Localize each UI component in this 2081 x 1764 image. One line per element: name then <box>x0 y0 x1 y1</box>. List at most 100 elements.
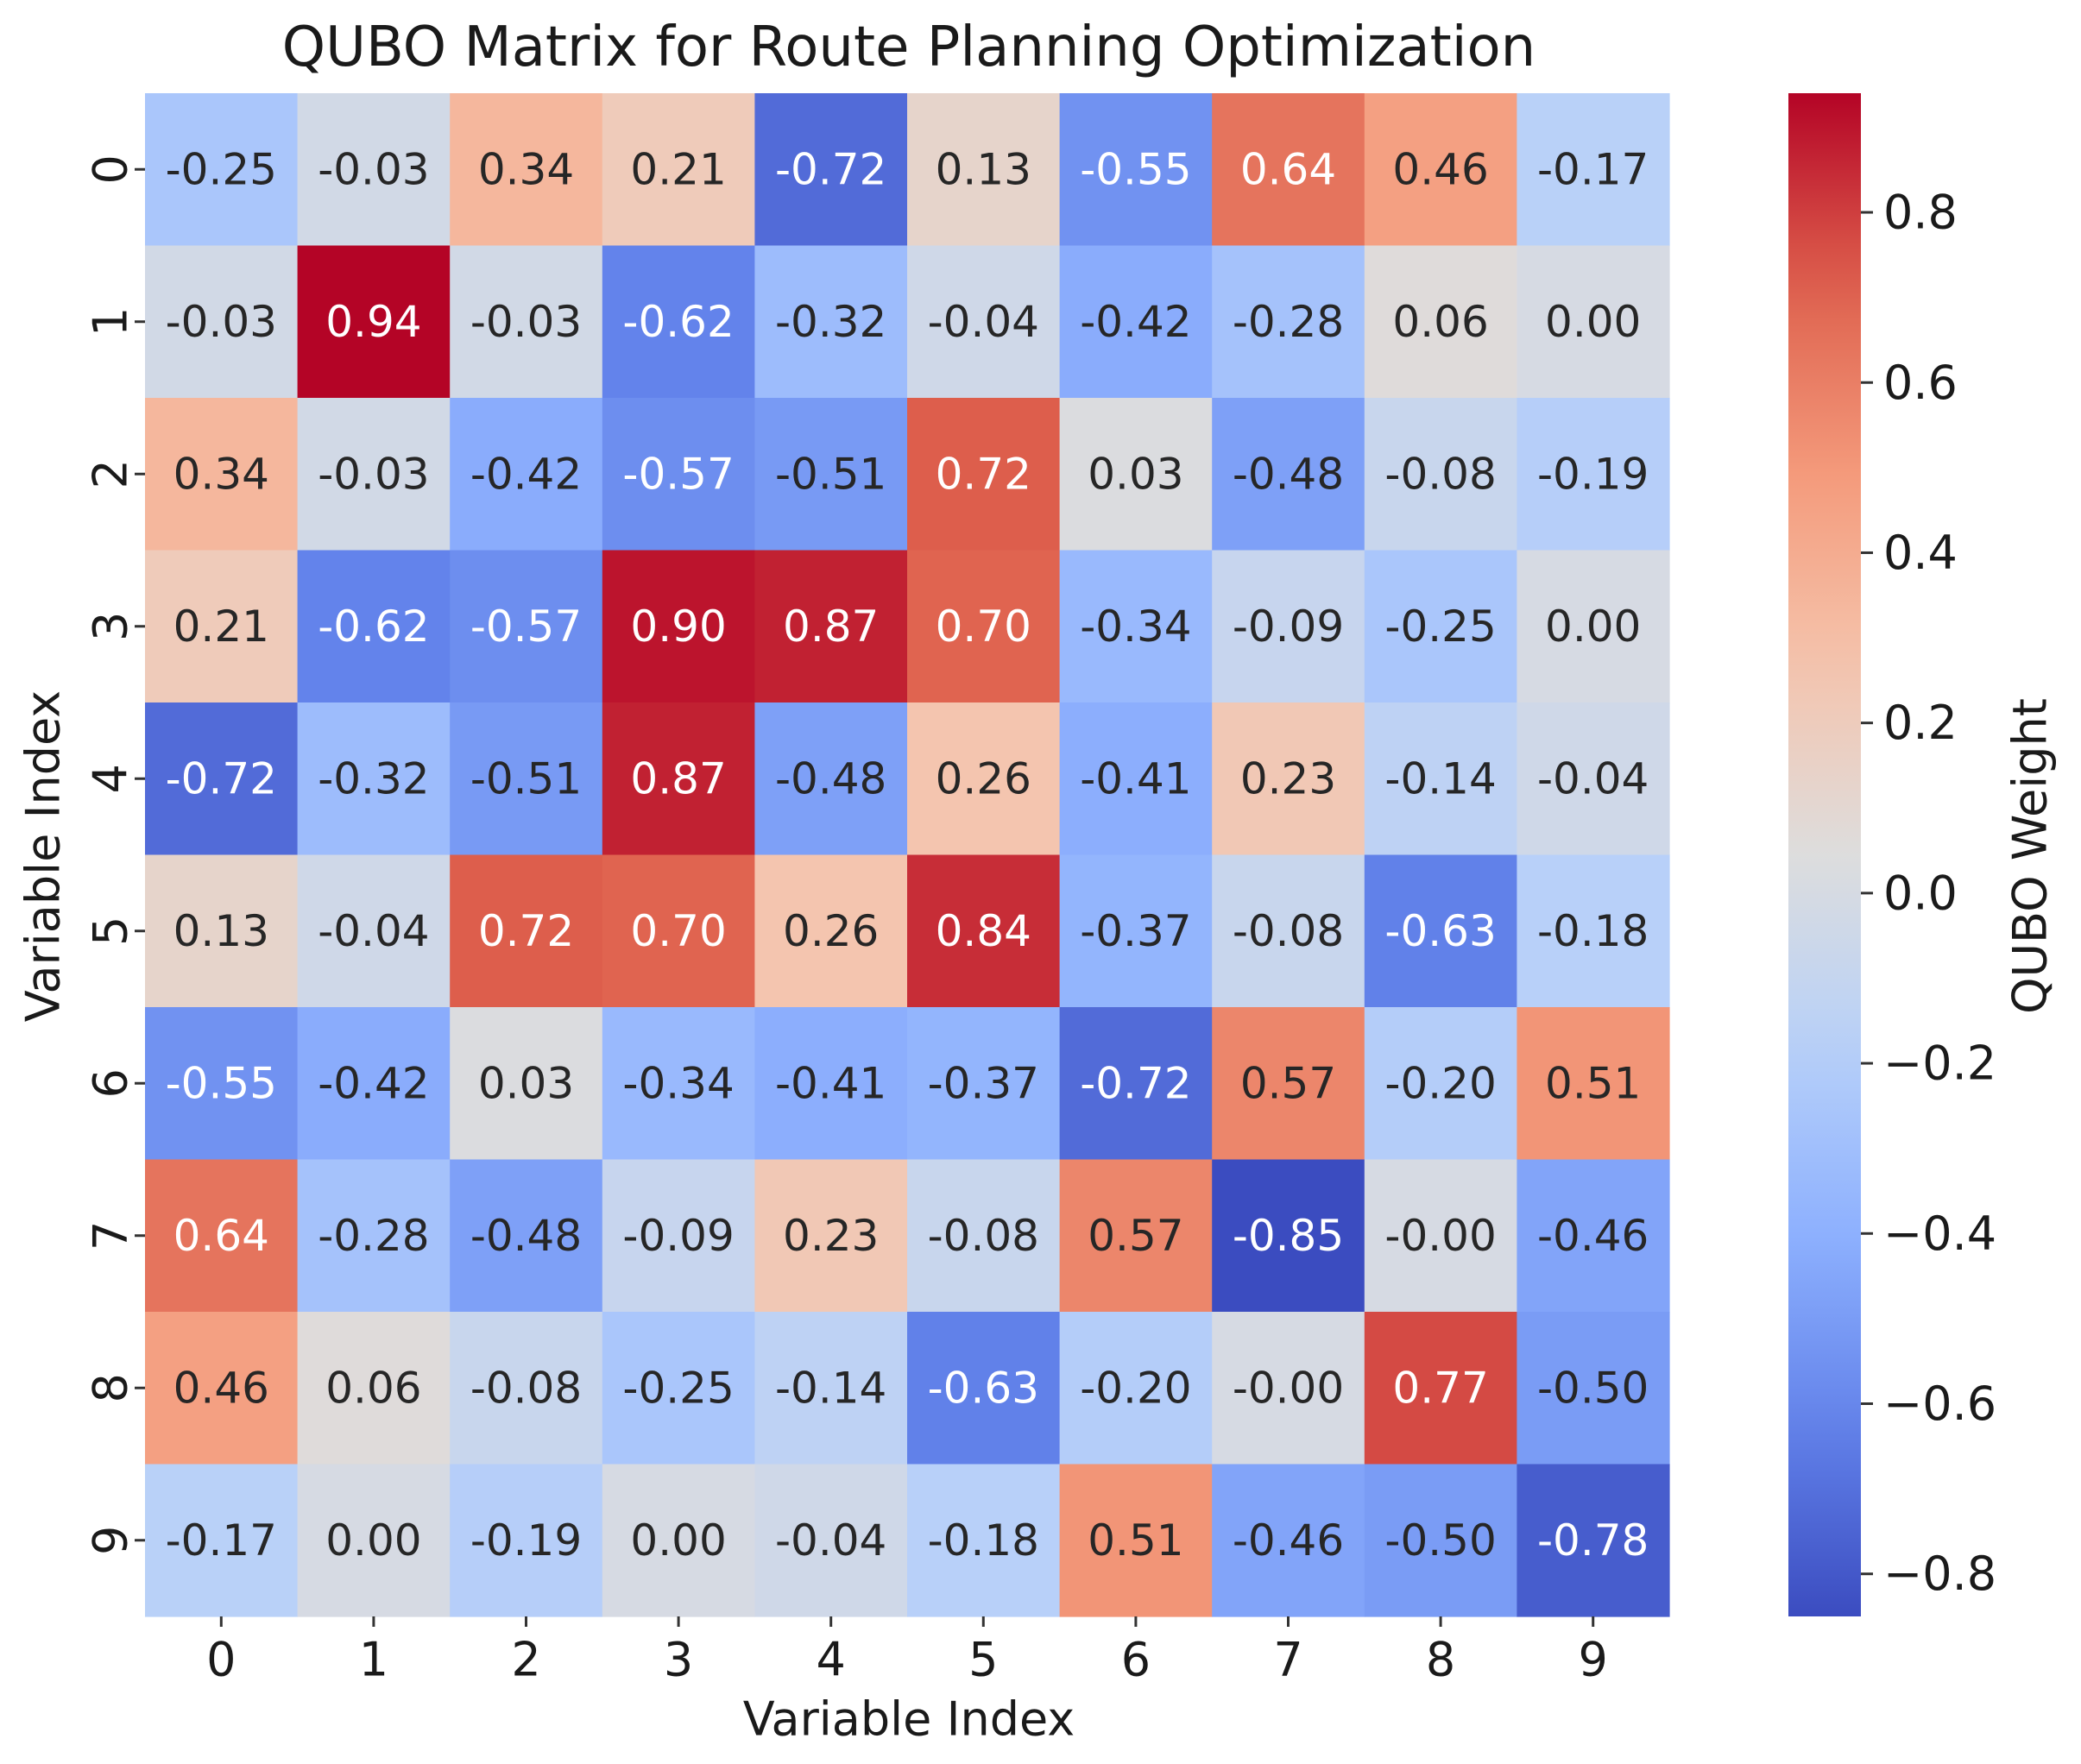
x-axis-ticks: 0 1 2 3 4 5 6 7 8 9 <box>206 1616 1608 1687</box>
heatmap-cell-r3-c9 <box>1517 550 1670 703</box>
heatmap-cell-r9-c2 <box>450 1464 603 1617</box>
heatmap-cell-r0-c7 <box>1212 93 1365 247</box>
cell-label-r6-c0: -0.55 <box>166 1058 277 1108</box>
cell-label-r6-c9: 0.51 <box>1545 1058 1641 1108</box>
heatmap-cell-r1-c7 <box>1212 245 1365 399</box>
cell-label-r7-c0: 0.64 <box>173 1211 269 1261</box>
colorbar-tick-label-3: 0.2 <box>1883 696 1958 750</box>
heatmap-cell-r9-c7 <box>1212 1464 1365 1617</box>
chart-title: QUBO Matrix for Route Planning Optimizat… <box>282 16 1536 79</box>
heatmap-cell-r0-c5 <box>907 93 1061 247</box>
cell-label-r7-c9: -0.46 <box>1537 1211 1649 1261</box>
cell-label-r4-c5: 0.26 <box>936 753 1031 803</box>
cell-label-r2-c3: -0.57 <box>622 449 734 499</box>
heatmap-cell-r6-c3 <box>602 1007 755 1161</box>
cell-label-r1-c5: -0.04 <box>928 297 1039 347</box>
heatmap-cell-r2-c6 <box>1059 398 1213 551</box>
cell-label-r3-c4: 0.87 <box>783 602 879 652</box>
heatmap-cell-r6-c0 <box>145 1007 299 1161</box>
colorbar-ticks: 0.8 0.6 0.4 0.2 0.0 −0.2 −0.4 −0.6 −0.8 <box>1861 186 1996 1601</box>
cell-label-r5-c2: 0.72 <box>478 906 574 956</box>
cell-label-r2-c6: 0.03 <box>1088 449 1183 499</box>
heatmap-cell-r9-c3 <box>602 1464 755 1617</box>
cell-label-r2-c7: -0.48 <box>1233 449 1344 499</box>
heatmap-cell-r2-c3 <box>602 398 755 551</box>
cell-label-r1-c0: -0.03 <box>166 297 277 347</box>
y-tick-label-7: 7 <box>84 1221 138 1251</box>
heatmap-cell-r5-c4 <box>754 854 908 1008</box>
cell-label-r9-c6: 0.51 <box>1088 1515 1183 1566</box>
heatmap-cell-r3-c5 <box>907 550 1061 703</box>
cell-label-r0-c7: 0.64 <box>1240 144 1336 194</box>
cell-label-r5-c4: 0.26 <box>783 906 879 956</box>
heatmap-cell-r7-c5 <box>907 1159 1061 1313</box>
cell-label-r1-c9: 0.00 <box>1545 297 1641 347</box>
heatmap-cell-r3-c1 <box>297 550 451 703</box>
heatmap-cell-r8-c1 <box>297 1312 451 1465</box>
heatmap-cell-r8-c0 <box>145 1312 299 1465</box>
heatmap-cell-r8-c6 <box>1059 1312 1213 1465</box>
y-tick-label-3: 3 <box>84 612 138 641</box>
cell-label-r3-c8: -0.25 <box>1384 602 1496 652</box>
cell-label-r1-c2: -0.03 <box>470 297 582 347</box>
cell-label-r3-c0: 0.21 <box>173 602 269 652</box>
cell-label-r0-c8: 0.46 <box>1392 144 1488 194</box>
heatmap-cell-r0-c2 <box>450 93 603 247</box>
cell-label-r0-c4: -0.72 <box>775 144 886 194</box>
heatmap-cell-r9-c4 <box>754 1464 908 1617</box>
heatmap-cell-r9-c5 <box>907 1464 1061 1617</box>
cell-label-r3-c7: -0.09 <box>1233 602 1344 652</box>
heatmap-cell-r3-c2 <box>450 550 603 703</box>
cell-label-r1-c8: 0.06 <box>1392 297 1488 347</box>
cell-label-r4-c7: 0.23 <box>1240 753 1336 803</box>
cell-label-r4-c9: -0.04 <box>1537 753 1649 803</box>
cell-label-r6-c6: -0.72 <box>1080 1058 1191 1108</box>
y-axis-title: Variable Index <box>16 690 71 1022</box>
y-tick-label-9: 9 <box>84 1526 138 1555</box>
colorbar-tick-label-8: −0.8 <box>1883 1547 1996 1601</box>
heatmap-cell-r8-c4 <box>754 1312 908 1465</box>
heatmap-cell-r6-c1 <box>297 1007 451 1161</box>
heatmap-cell-r0-c8 <box>1364 93 1517 247</box>
heatmap-cell-r7-c3 <box>602 1159 755 1313</box>
x-tick-label-8: 8 <box>1426 1633 1455 1687</box>
heatmap-cell-r1-c4 <box>754 245 908 399</box>
heatmap-cell-r9-c9 <box>1517 1464 1670 1617</box>
cell-label-r6-c4: -0.41 <box>775 1058 886 1108</box>
colorbar-tick-label-4: 0.0 <box>1883 866 1958 920</box>
cell-label-r2-c8: -0.08 <box>1384 449 1496 499</box>
cell-label-r5-c7: -0.08 <box>1233 906 1344 956</box>
heatmap-cell-r9-c6 <box>1059 1464 1213 1617</box>
cell-label-r6-c3: -0.34 <box>622 1058 734 1108</box>
y-tick-label-4: 4 <box>84 764 138 793</box>
heatmap-cell-r7-c6 <box>1059 1159 1213 1313</box>
y-tick-label-1: 1 <box>84 307 138 337</box>
heatmap-cell-r8-c3 <box>602 1312 755 1465</box>
y-tick-label-6: 6 <box>84 1068 138 1098</box>
heatmap-cell-r6-c2 <box>450 1007 603 1161</box>
colorbar-tick-label-1: 0.6 <box>1883 356 1958 410</box>
heatmap-cell-r7-c4 <box>754 1159 908 1313</box>
cell-label-r4-c6: -0.41 <box>1080 753 1191 803</box>
cell-label-r0-c9: -0.17 <box>1537 144 1649 194</box>
cell-label-r6-c5: -0.37 <box>928 1058 1039 1108</box>
heatmap-cell-r6-c9 <box>1517 1007 1670 1161</box>
cell-label-r7-c5: -0.08 <box>928 1211 1039 1261</box>
cell-label-r0-c6: -0.55 <box>1080 144 1191 194</box>
cell-label-r8-c7: -0.00 <box>1233 1363 1344 1413</box>
heatmap-cell-labels: -0.25 -0.03 0.34 0.21 -0.72 0.13 -0.55 0.64 0.46… <box>166 144 1649 1566</box>
heatmap-cell-r0-c6 <box>1059 93 1213 247</box>
heatmap-cell-r5-c3 <box>602 854 755 1008</box>
cell-label-r6-c7: 0.57 <box>1240 1058 1336 1108</box>
heatmap-cell-r4-c2 <box>450 702 603 856</box>
heatmap-cell-r3-c8 <box>1364 550 1517 703</box>
heatmap-cell-r9-c0 <box>145 1464 299 1617</box>
heatmap-cell-r3-c6 <box>1059 550 1213 703</box>
cell-label-r6-c1: -0.42 <box>318 1058 429 1108</box>
cell-label-r2-c5: 0.72 <box>936 449 1031 499</box>
heatmap-cell-r6-c8 <box>1364 1007 1517 1161</box>
cell-label-r7-c6: 0.57 <box>1088 1211 1183 1261</box>
cell-label-r8-c3: -0.25 <box>622 1363 734 1413</box>
